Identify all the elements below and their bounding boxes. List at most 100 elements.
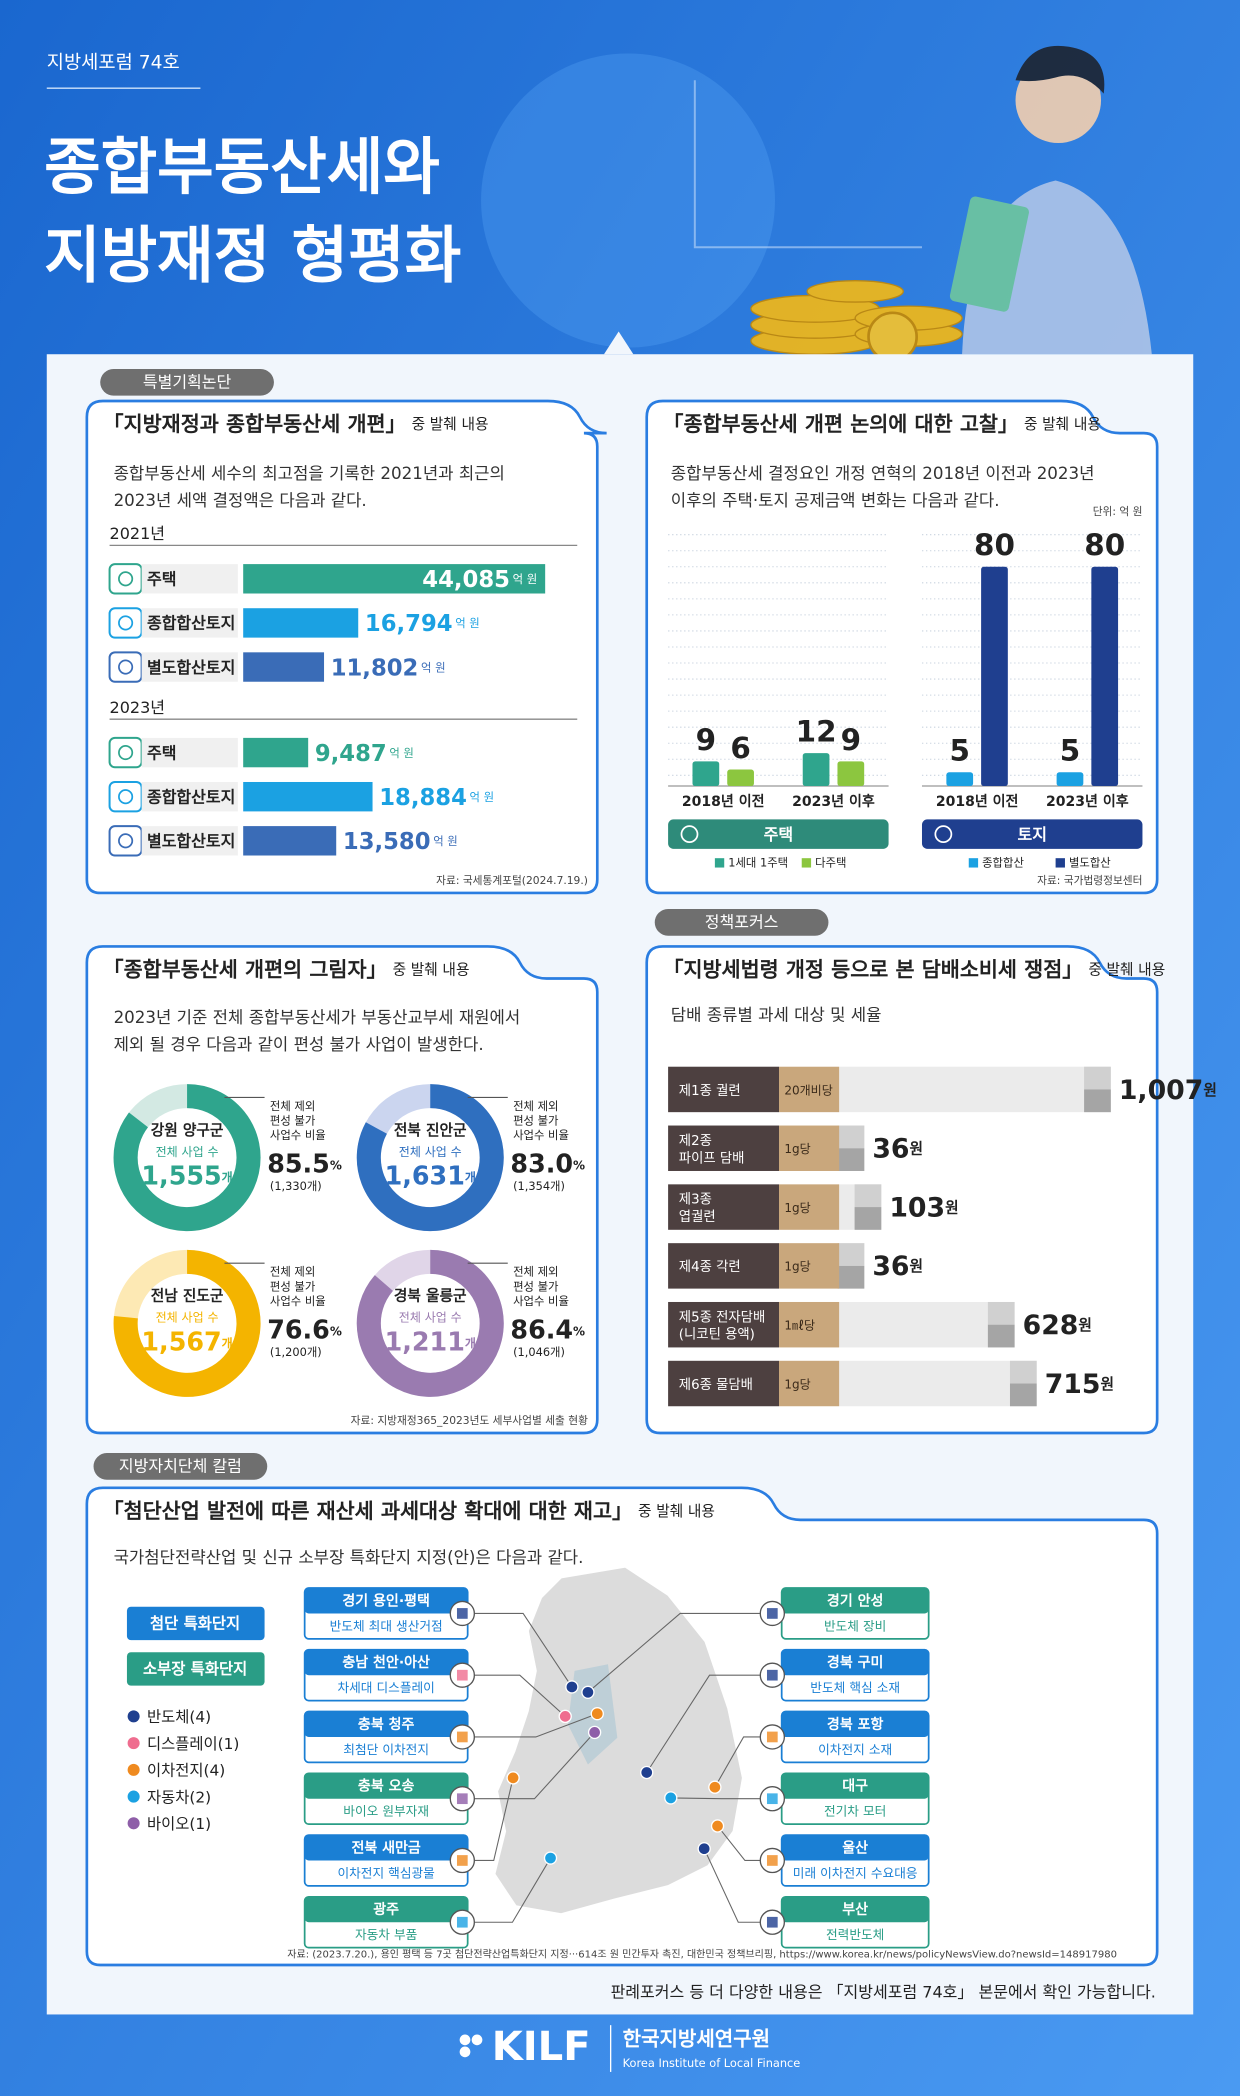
total-caption: 전체 사업 수 [156,1145,219,1159]
item-icon-glyph [118,745,134,761]
industry-label: 디스플레이(1) [147,1735,239,1753]
tax-bar [839,1066,1111,1113]
intro-text: 제외 될 경우 다음과 같이 편성 불가 사업이 발생한다. [114,1034,484,1054]
tax-number: 1,007 [1119,1074,1203,1105]
site-icon-glyph [456,1731,468,1743]
legend-swatch [1055,858,1065,868]
ratio-caption: 전체 제외 [270,1099,315,1113]
site-icon-glyph [766,1793,778,1805]
tax-number: 715 [1045,1368,1101,1399]
intro-text: 국가첨단전략산업 및 신규 소부장 특화단지 지정(안)은 다음과 같다. [114,1547,584,1567]
industry-dot [127,1763,140,1776]
basis-box [779,1301,840,1348]
tax-unit: 원 [945,1199,959,1216]
total-number: 1,567 [141,1326,221,1356]
region-name: 경북 울릉군 [394,1287,467,1305]
value-number: 11,802 [331,655,419,681]
item-label: 주택 [147,743,176,762]
ratio-value: 83.0% [510,1149,585,1179]
item-icon [108,651,143,683]
site-box-head [304,1649,468,1676]
category-label: 2023년 이후 [792,793,875,810]
region-name: 강원 양구군 [151,1121,224,1139]
site-icon-glyph [766,1916,778,1928]
tobacco-name: 파이프 담배 [679,1150,745,1166]
total-number: 1,555 [141,1161,221,1191]
connector-line [474,1732,596,1800]
article-title-main: 「종합부동산세 개편 논의에 대한 고찰」 [663,412,1019,436]
ratio-unit: % [573,1324,585,1338]
tax-number: 628 [1023,1310,1079,1341]
total-caption: 전체 사업 수 [156,1311,219,1325]
total-unit: 개 [465,1170,476,1184]
tax-unit: 원 [910,1141,924,1158]
article-title: 「종합부동산세 개편의 그림자」 중 발췌 내용 [103,957,470,981]
site-icon-glyph [456,1669,468,1681]
site-desc: 바이오 원부자재 [343,1804,429,1819]
article-card [645,399,1159,895]
group-name: 토지 [1017,825,1046,844]
site-region: 광주 [373,1901,399,1918]
item-icon-glyph [118,571,134,587]
ratio-number: 86.4 [510,1314,573,1344]
industry-label: 바이오(1) [147,1815,211,1833]
tax-bar-cap [854,1184,882,1208]
total-unit: 개 [222,1336,233,1350]
article-card [85,945,599,1435]
year-label: 2021년 [110,524,165,543]
total-caption: 전체 사업 수 [399,1145,462,1159]
site-desc: 전력반도체 [826,1927,884,1942]
donut-arc [356,1249,504,1397]
site-box-head [304,1711,468,1737]
ratio-caption: 사업수 비율 [270,1128,326,1142]
logo-dot [471,2034,483,2046]
tobacco-name: 제5종 전자담배 [679,1309,765,1325]
site-dot [590,1707,604,1721]
site-box-head [781,1649,929,1676]
donut-arc [356,1084,504,1232]
tax-number: 103 [889,1192,945,1223]
tax-basis: 1g당 [784,1377,810,1391]
site-region: 대구 [842,1779,868,1795]
section-tag-label: 지방자치단체 칼럼 [119,1457,242,1476]
tobacco-name: 엽궐련 [679,1209,716,1225]
ratio-unit: % [573,1158,585,1172]
column-value: 9 [841,723,861,757]
connector-line [587,1612,773,1693]
name-box [668,1184,780,1230]
intro-text: 2023년 세액 결정액은 다음과 같다. [114,490,367,510]
article-title-suffix: 중 발췌 내용 [393,961,470,978]
value-bar [243,826,337,856]
panel-notch [603,331,634,355]
item-label-bg [141,652,238,682]
tax-basis: 1㎖당 [784,1319,815,1333]
site-desc: 차세대 디스플레이 [337,1680,434,1695]
industry-dot [127,1790,140,1803]
org-name-kr: 한국지방세연구원 [623,2026,770,2050]
name-box [668,1360,780,1407]
ratio-caption: 사업수 비율 [513,1128,569,1142]
total-number: 1,631 [385,1161,465,1191]
site-dot [697,1842,711,1856]
region-name: 전북 진안군 [394,1121,467,1139]
column-bar [1056,772,1084,786]
item-icon [108,736,143,769]
intro-text: 종합부동산세 결정요인 개정 연혁의 2018년 이전과 2023년 [671,463,1095,483]
site-region: 전북 새만금 [351,1839,420,1856]
site-region: 부산 [842,1901,868,1918]
ratio-number: 83.0 [510,1149,573,1179]
intro-text: 종합부동산세 세수의 최고점을 기록한 2021년과 최근의 [114,463,505,483]
legend-label: 별도합산 [1069,856,1111,870]
tax-bar-cap [1084,1089,1111,1113]
article-title: 「지방재정과 종합부동산세 개편」 중 발췌 내용 [103,412,489,436]
item-label: 별도합산토지 [147,832,235,851]
site-icon-glyph [456,1916,468,1928]
source-note: 자료: 국세통계포털(2024.7.19.) [436,874,588,887]
article-title: 「지방세법령 개정 등으로 본 담배소비세 쟁점」 중 발췌 내용 [663,957,1165,981]
connector-line [474,1674,566,1717]
article-title-suffix: 중 발췌 내용 [412,416,489,433]
intro-text: 2023년 기준 전체 종합부동산세가 부동산교부세 재원에서 [114,1007,521,1027]
ratio-caption: 편성 불가 [513,1279,559,1293]
tax-value: 103원 [889,1192,958,1223]
item-label-bg [141,826,238,856]
